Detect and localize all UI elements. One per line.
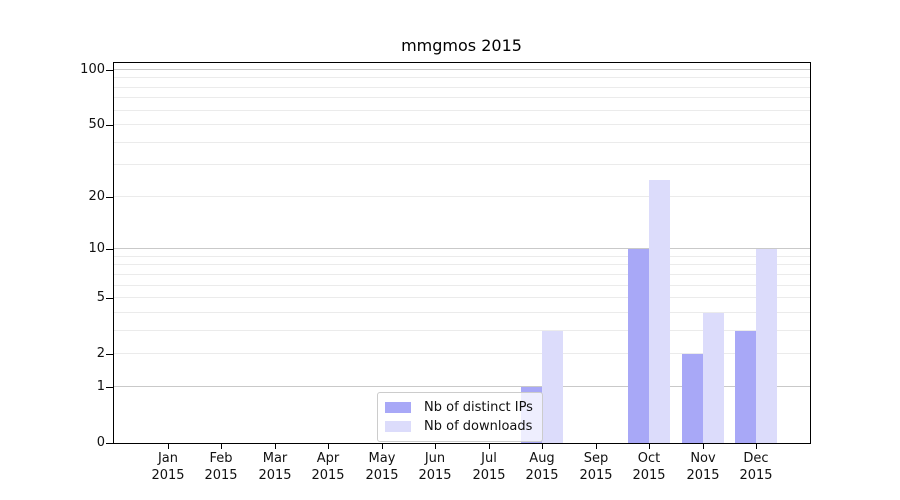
gridline bbox=[114, 196, 810, 197]
bar-downloads-oct bbox=[649, 180, 670, 443]
x-tick-mark bbox=[435, 444, 436, 449]
y-tick-mark bbox=[106, 443, 113, 444]
x-tick-mark bbox=[596, 444, 597, 449]
x-tick-mark bbox=[221, 444, 222, 449]
x-tick-mark bbox=[275, 444, 276, 449]
x-tick-mark bbox=[542, 444, 543, 449]
x-tick-label-mar: Mar 2015 bbox=[258, 451, 292, 483]
y-tick-label: 50 bbox=[88, 117, 105, 132]
gridline bbox=[114, 264, 810, 265]
gridline bbox=[114, 77, 810, 78]
y-tick-mark bbox=[106, 354, 113, 355]
legend-label-distinct-ips: Nb of distinct IPs bbox=[424, 400, 533, 415]
x-tick-mark bbox=[703, 444, 704, 449]
gridline bbox=[114, 312, 810, 313]
x-tick-label-nov: Nov 2015 bbox=[686, 451, 720, 483]
y-tick-label: 100 bbox=[80, 62, 105, 77]
legend-swatch-distinct-ips bbox=[385, 402, 411, 413]
plot-area: Nb of distinct IPs Nb of downloads bbox=[113, 62, 811, 444]
x-tick-label-jan: Jan 2015 bbox=[151, 451, 185, 483]
x-tick-label-apr: Apr 2015 bbox=[311, 451, 345, 483]
y-tick-label: 1 bbox=[96, 379, 105, 394]
x-tick-label-sep: Sep 2015 bbox=[579, 451, 613, 483]
gridline bbox=[114, 274, 810, 275]
x-tick-label-dec: Dec 2015 bbox=[739, 451, 773, 483]
x-tick-mark bbox=[168, 444, 169, 449]
x-tick-label-jul: Jul 2015 bbox=[472, 451, 506, 483]
gridline bbox=[114, 386, 810, 387]
bar-downloads-nov bbox=[703, 313, 724, 443]
bar-downloads-aug bbox=[542, 331, 563, 443]
y-tick-mark bbox=[106, 387, 113, 388]
y-tick-mark bbox=[106, 298, 113, 299]
gridline bbox=[114, 285, 810, 286]
legend-label-downloads: Nb of downloads bbox=[424, 419, 533, 434]
gridline bbox=[114, 297, 810, 298]
x-tick-mark bbox=[382, 444, 383, 449]
x-tick-label-may: May 2015 bbox=[365, 451, 399, 483]
legend-item-downloads: Nb of downloads bbox=[385, 417, 533, 436]
gridline bbox=[114, 87, 810, 88]
y-tick-mark bbox=[106, 70, 113, 71]
gridline bbox=[114, 110, 810, 111]
x-tick-label-oct: Oct 2015 bbox=[632, 451, 666, 483]
x-tick-mark bbox=[328, 444, 329, 449]
y-tick-label: 10 bbox=[88, 241, 105, 256]
gridline bbox=[114, 97, 810, 98]
legend-swatch-downloads bbox=[385, 421, 411, 432]
legend: Nb of distinct IPs Nb of downloads bbox=[377, 392, 543, 442]
gridline bbox=[114, 330, 810, 331]
gridline bbox=[114, 124, 810, 125]
bar-downloads-dec bbox=[756, 249, 777, 443]
legend-item-distinct-ips: Nb of distinct IPs bbox=[385, 398, 533, 417]
y-tick-mark bbox=[106, 125, 113, 126]
y-tick-label: 0 bbox=[96, 435, 105, 450]
gridline bbox=[114, 142, 810, 143]
bar-distinct-ips-oct bbox=[628, 249, 649, 443]
chart-title: mmgmos 2015 bbox=[401, 36, 522, 55]
x-tick-mark bbox=[649, 444, 650, 449]
x-tick-mark bbox=[756, 444, 757, 449]
y-tick-label: 20 bbox=[88, 189, 105, 204]
bar-distinct-ips-nov bbox=[682, 354, 703, 443]
gridline bbox=[114, 256, 810, 257]
bar-distinct-ips-dec bbox=[735, 331, 756, 443]
y-tick-label: 2 bbox=[96, 346, 105, 361]
gridline bbox=[114, 248, 810, 249]
x-tick-label-aug: Aug 2015 bbox=[525, 451, 559, 483]
x-tick-label-jun: Jun 2015 bbox=[418, 451, 452, 483]
gridline bbox=[114, 164, 810, 165]
gridline bbox=[114, 69, 810, 70]
x-tick-label-feb: Feb 2015 bbox=[204, 451, 238, 483]
x-tick-mark bbox=[489, 444, 490, 449]
y-tick-mark bbox=[106, 249, 113, 250]
y-tick-mark bbox=[106, 197, 113, 198]
y-tick-label: 5 bbox=[96, 290, 105, 305]
gridline bbox=[114, 353, 810, 354]
